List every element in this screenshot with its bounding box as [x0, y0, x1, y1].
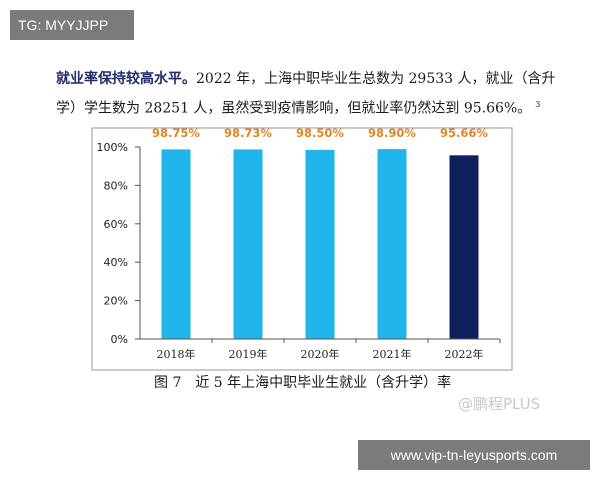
data-labels: 98.75% 98.73% 98.50% 98.90% 95.66% — [152, 126, 488, 140]
bottom-tag: www.vip-tn-leyusports.com — [358, 440, 590, 470]
x-tick-label: 2022年 — [445, 347, 484, 361]
paragraph-body: 2022 年，上海中职毕业生总数为 29533 人，就业（含升学）学生数为 28… — [56, 71, 556, 117]
data-label: 98.75% — [152, 126, 200, 140]
data-label: 98.50% — [296, 126, 344, 140]
y-tick-label: 20% — [104, 295, 128, 308]
y-tick-label: 80% — [104, 179, 128, 192]
x-tick-label: 2018年 — [157, 347, 196, 361]
y-axis: 0% 20% 40% 60% 80% 100% — [97, 141, 141, 346]
y-tick-label: 0% — [111, 333, 128, 346]
y-tick-label: 40% — [104, 256, 128, 269]
bar-2022年 — [449, 155, 479, 339]
data-label: 98.90% — [368, 126, 416, 140]
chart-caption: 图 7 近 5 年上海中职毕业生就业（含升学）率 — [154, 375, 452, 391]
chart-frame — [91, 127, 513, 371]
bar-2021年 — [377, 149, 407, 339]
x-tick-label: 2019年 — [229, 347, 268, 361]
bar-2019年 — [233, 149, 263, 339]
bar-2020年 — [305, 149, 335, 339]
paragraph-footnote: 3 — [535, 100, 541, 109]
x-tick-label: 2020年 — [301, 347, 340, 361]
x-axis: 2018年 2019年 2020年 2021年 2022年 — [140, 338, 501, 361]
watermark: @鹏程PLUS — [458, 395, 541, 413]
y-tick-label: 100% — [97, 141, 128, 154]
bar-2018年 — [161, 149, 191, 339]
x-tick-label: 2021年 — [373, 347, 412, 361]
paragraph-lead: 就业率保持较高水平。 — [56, 71, 196, 87]
y-tick-label: 60% — [104, 218, 128, 231]
top-tag: TG: MYYJJPP — [10, 10, 134, 40]
data-label: 98.73% — [224, 126, 272, 140]
intro-paragraph: 就业率保持较高水平。2022 年，上海中职毕业生总数为 29533 人，就业（含… — [56, 66, 576, 122]
data-label: 95.66% — [440, 126, 488, 140]
bars — [161, 149, 479, 339]
